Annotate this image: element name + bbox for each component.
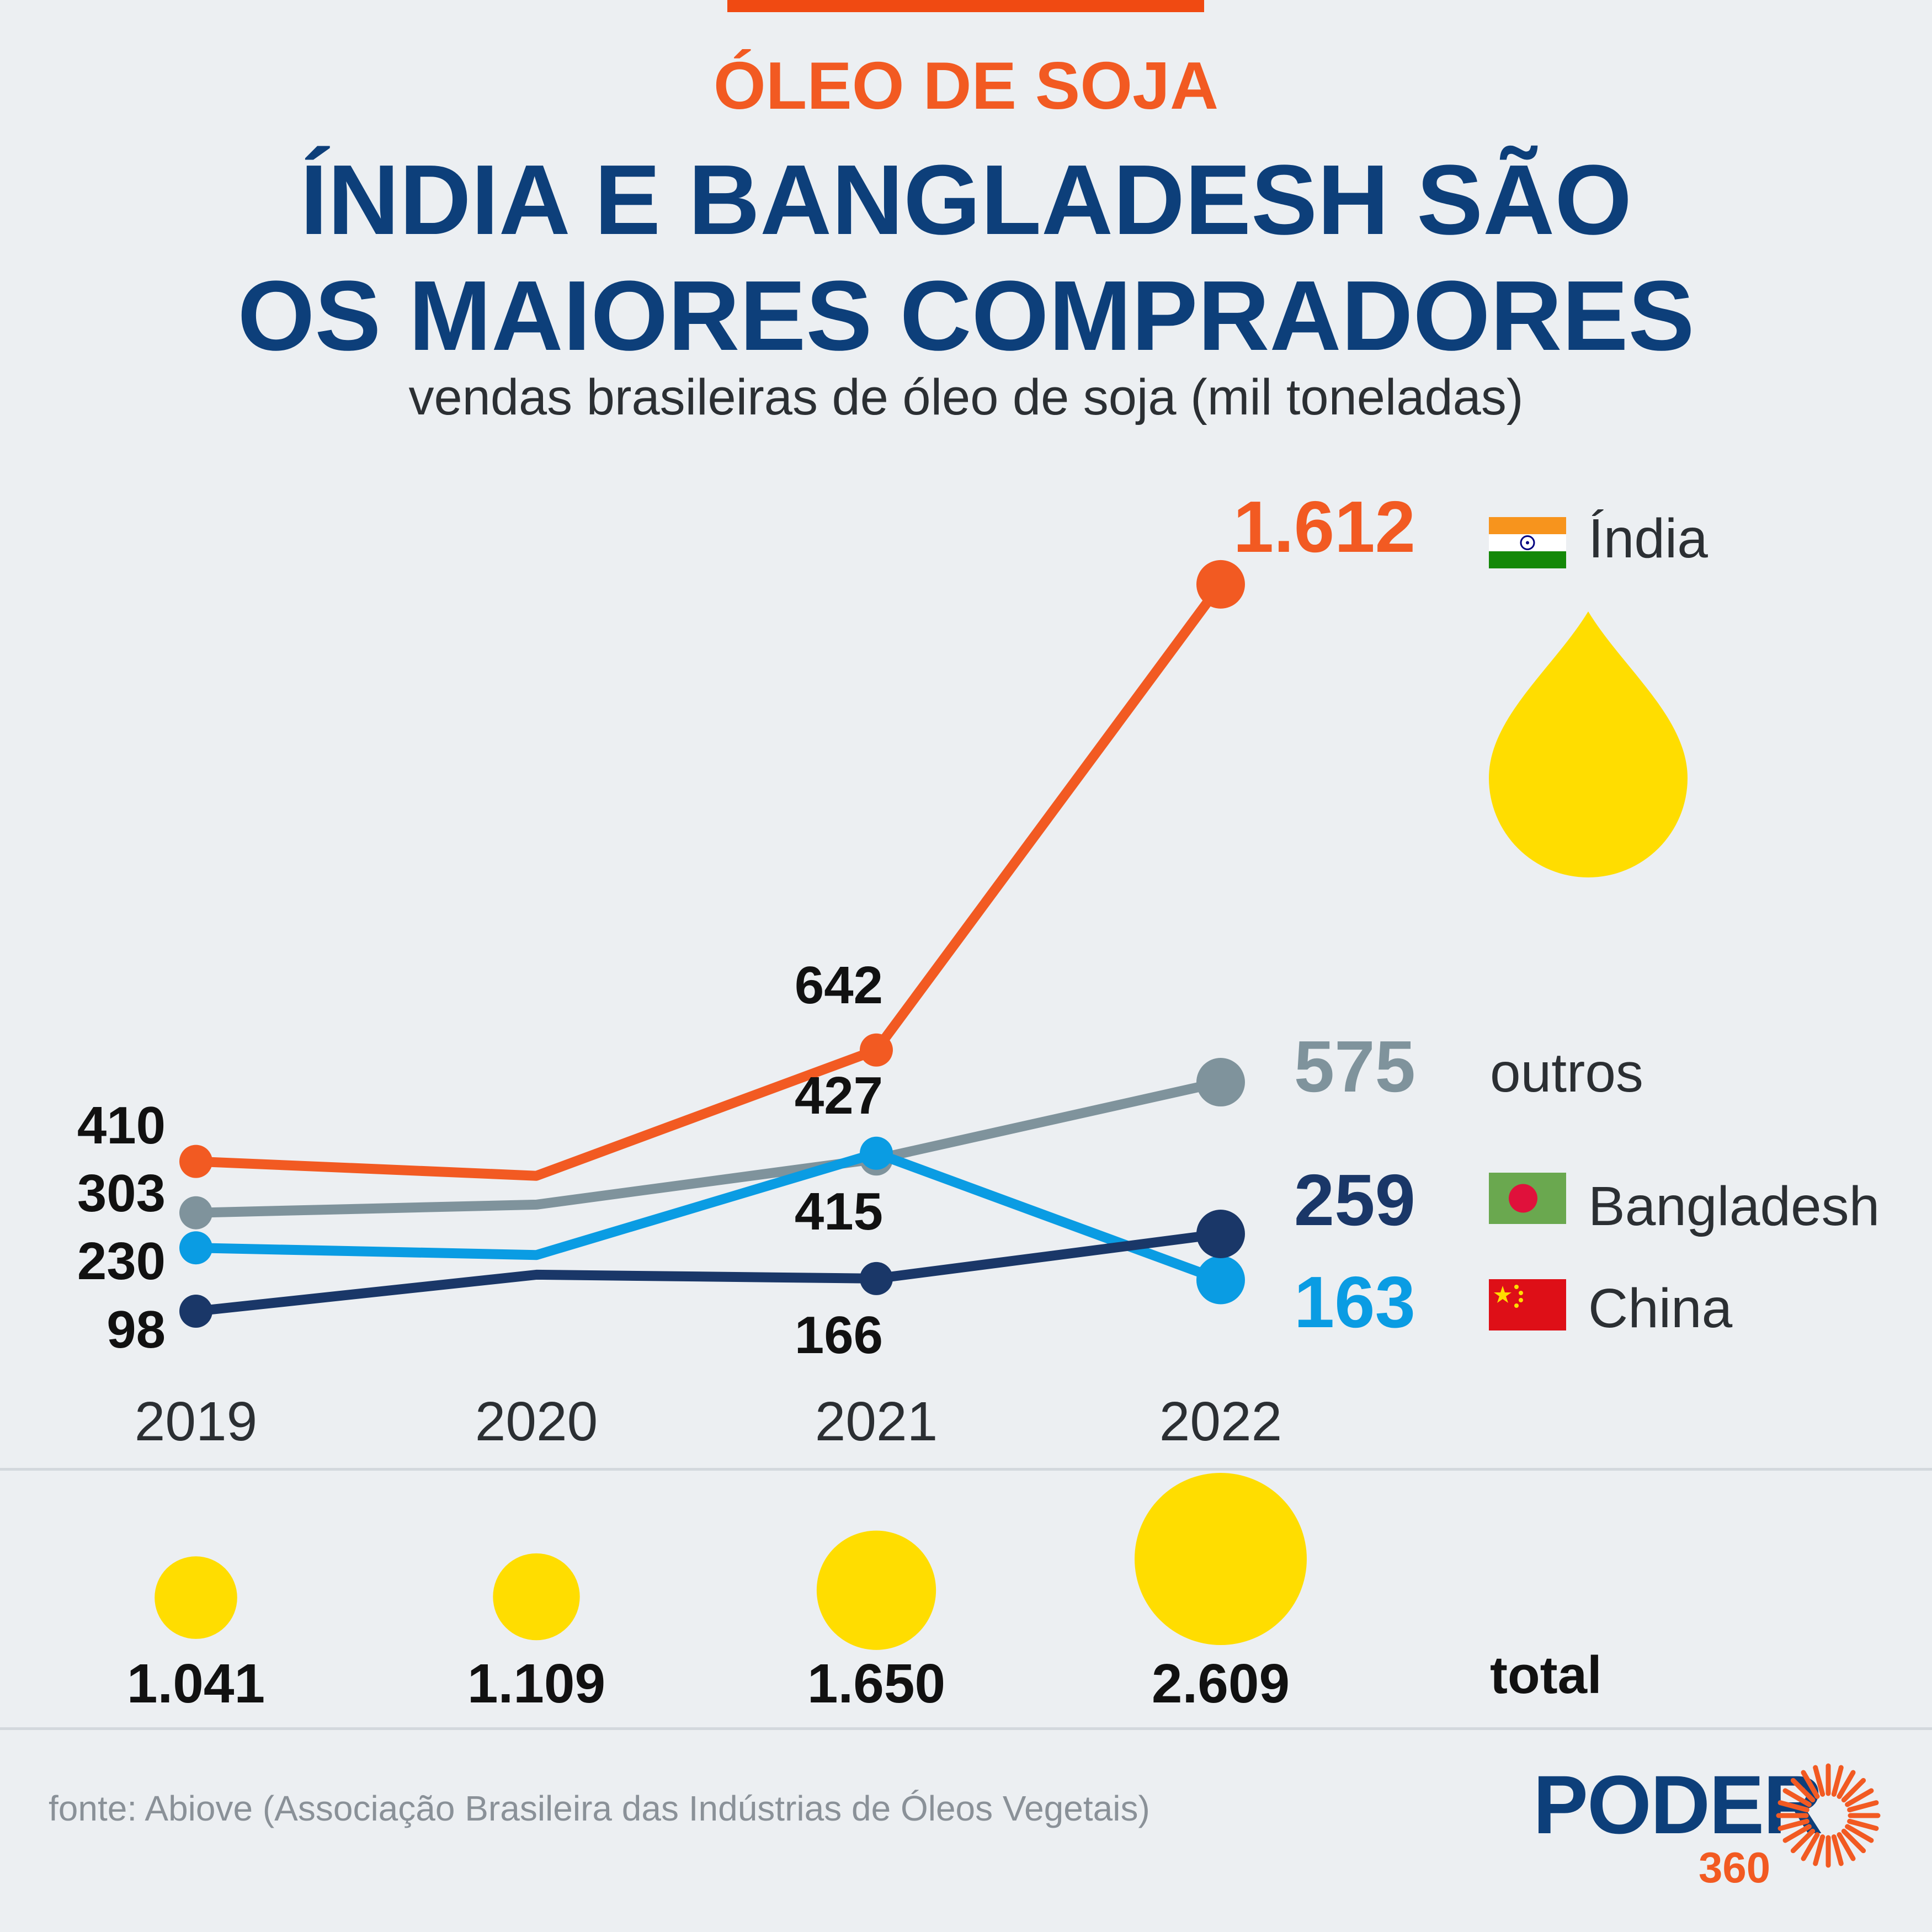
sunburst-ray <box>1790 1828 1816 1854</box>
sunburst-ray <box>1813 1765 1825 1797</box>
oil-drop-icon <box>1489 611 1688 877</box>
data-label-bangladesh-2021: 166 <box>795 1306 883 1365</box>
end-value-outros: 575 <box>1294 1026 1415 1107</box>
sunburst-ray <box>1847 1818 1879 1831</box>
separator-top <box>0 1468 1932 1471</box>
line-outros <box>191 1077 1226 1218</box>
legend-índia: Índia <box>1588 508 1708 570</box>
point-índia-2021 <box>860 1033 893 1067</box>
sunburst-ray <box>1801 1832 1820 1861</box>
source-note: fonte: Abiove (Associação Brasileira das… <box>49 1789 1150 1828</box>
point-china-2021 <box>860 1136 893 1170</box>
x-tick-2021: 2021 <box>815 1391 938 1452</box>
sunburst-ray <box>1845 1788 1874 1807</box>
total-label-2022: 2.609 <box>1152 1653 1290 1715</box>
x-tick-2020: 2020 <box>475 1391 598 1452</box>
sunburst-ray <box>1777 1818 1809 1831</box>
end-value-índia: 1.612 <box>1233 486 1415 567</box>
data-label-china-2019: 230 <box>77 1232 166 1291</box>
kicker: ÓLEO DE SOJA <box>713 48 1219 123</box>
sunburst-icon <box>1776 1763 1881 1868</box>
data-label-bangladesh-2019: 98 <box>107 1300 166 1359</box>
point-china-2022 <box>1196 1255 1245 1305</box>
legend-bangladesh: Bangladesh <box>1588 1175 1880 1237</box>
sunburst-ray <box>1841 1828 1866 1854</box>
china-flag <box>1489 1279 1566 1330</box>
totals-legend-label: total <box>1490 1646 1602 1705</box>
total-bubble-2020 <box>493 1553 580 1641</box>
legend-china: China <box>1588 1278 1733 1339</box>
line-índia <box>191 579 1226 1181</box>
sunburst-ray <box>1831 1834 1844 1866</box>
end-value-china: 163 <box>1294 1262 1415 1343</box>
point-bangladesh-2021 <box>860 1262 893 1295</box>
total-bubble-2019 <box>155 1556 237 1639</box>
separator-bottom <box>0 1727 1932 1730</box>
sunburst-ray <box>1801 1770 1820 1799</box>
point-outros-2022 <box>1196 1058 1245 1107</box>
total-label-2020: 1.109 <box>467 1653 605 1715</box>
point-índia-2022 <box>1196 560 1245 609</box>
logo-number: 360 <box>1699 1843 1771 1892</box>
total-label-2019: 1.041 <box>127 1653 265 1715</box>
x-tick-2019: 2019 <box>135 1391 257 1452</box>
data-label-outros-2019: 303 <box>77 1164 166 1223</box>
logo-word: PODER <box>1533 1758 1823 1851</box>
headline-line-1: ÍNDIA E BANGLADESH SÃO <box>300 145 1632 256</box>
sunburst-ray <box>1845 1824 1874 1843</box>
total-bubble-2021 <box>816 1530 936 1650</box>
subtitle: vendas brasileiras de óleo de soja (mil … <box>408 369 1524 425</box>
sunburst-ray <box>1813 1834 1825 1866</box>
line-china <box>191 1148 1226 1285</box>
sunburst-ray <box>1782 1788 1812 1807</box>
legend-outros: outros <box>1490 1042 1643 1104</box>
poder360-logo: PODER 360 <box>1533 1763 1892 1896</box>
data-label-china-2021: 427 <box>795 1066 883 1125</box>
point-bangladesh-2019 <box>179 1295 212 1328</box>
total-bubble-2022 <box>1135 1473 1307 1645</box>
headline-line-2: OS MAIORES COMPRADORES <box>237 260 1695 371</box>
sunburst-ray <box>1782 1824 1812 1843</box>
data-label-índia-2019: 410 <box>77 1096 166 1155</box>
sunburst-ray <box>1847 1800 1879 1813</box>
flags-layer <box>1489 517 1566 1330</box>
sunburst-ray <box>1831 1765 1844 1797</box>
point-china-2019 <box>179 1231 212 1265</box>
sunburst-ray <box>1777 1800 1809 1813</box>
sunburst-ray <box>1837 1832 1856 1861</box>
x-tick-2022: 2022 <box>1159 1391 1282 1452</box>
sunburst-ray <box>1841 1777 1866 1803</box>
data-label-índia-2021: 642 <box>795 956 883 1015</box>
sunburst-ray <box>1790 1777 1816 1803</box>
point-índia-2019 <box>179 1145 212 1178</box>
end-value-bangladesh: 259 <box>1294 1159 1415 1241</box>
sunburst-ray <box>1837 1770 1856 1799</box>
top-accent-bar <box>727 0 1204 12</box>
india-flag <box>1489 517 1566 568</box>
data-label-outros-2021: 415 <box>795 1182 883 1241</box>
line-bangladesh <box>191 1228 1226 1317</box>
bangladesh-flag <box>1489 1173 1566 1224</box>
point-bangladesh-2022 <box>1196 1209 1245 1258</box>
point-outros-2019 <box>179 1196 212 1230</box>
total-label-2021: 1.650 <box>807 1653 945 1715</box>
